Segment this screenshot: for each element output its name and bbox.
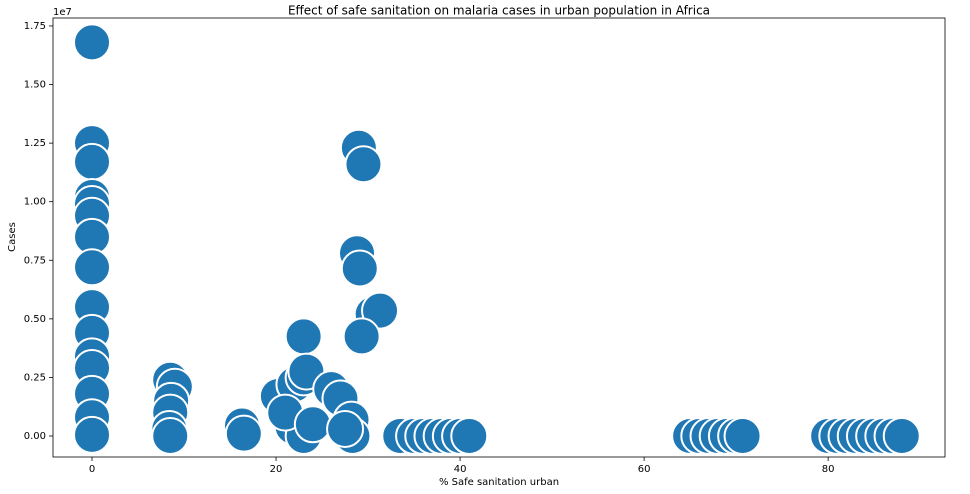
scatter-point: [723, 417, 762, 456]
scatter-point: [73, 142, 112, 181]
scatter-point: [73, 415, 112, 454]
scatter-point: [284, 317, 323, 356]
scatter-point: [882, 417, 921, 456]
x-tick-label: 40: [454, 464, 467, 475]
y-tick-label: 0.75: [24, 255, 46, 266]
x-tick-label: 60: [638, 464, 651, 475]
x-tick-label: 80: [822, 464, 835, 475]
scatter-point: [293, 405, 332, 444]
y-tick-label: 1.50: [24, 80, 46, 91]
x-tick-label: 20: [270, 464, 283, 475]
y-tick-label: 0.50: [24, 314, 46, 325]
y-tick-label: 1.75: [24, 21, 46, 32]
scatter-point: [224, 414, 263, 453]
scatter-point: [361, 291, 400, 330]
y-tick-label: 1.00: [24, 197, 46, 208]
scatter-point: [450, 417, 489, 456]
y-tick-label: 0.25: [24, 372, 46, 383]
scatter-point: [151, 417, 190, 456]
plot-area: [73, 23, 921, 456]
chart-title: Effect of safe sanitation on malaria cas…: [288, 4, 710, 18]
scatter-point: [73, 248, 112, 287]
plot-frame: [52, 17, 946, 458]
y-axis-label: Cases: [7, 222, 18, 252]
scatter-point: [326, 409, 365, 448]
scatter-point: [340, 249, 379, 288]
scatter-point: [344, 145, 383, 184]
scatter-point: [73, 23, 112, 62]
x-tick-label: 0: [89, 464, 95, 475]
x-axis-label: % Safe sanitation urban: [439, 477, 559, 488]
y-tick-label: 1.25: [24, 138, 46, 149]
y-offset-label: 1e7: [53, 7, 72, 18]
y-tick-label: 0.00: [24, 431, 46, 442]
scatter-point: [342, 317, 381, 356]
